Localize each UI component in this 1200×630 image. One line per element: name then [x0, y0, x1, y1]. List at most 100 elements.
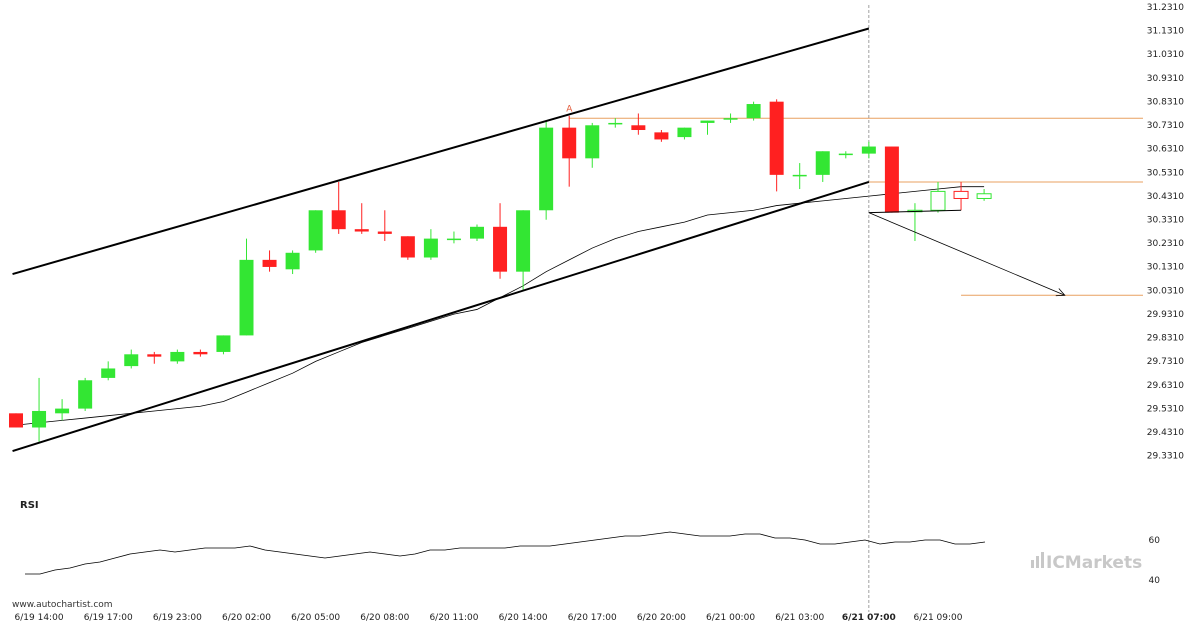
candle: [400, 236, 415, 260]
candle-body: [608, 122, 623, 125]
price-tick-label: 29.5310: [1147, 404, 1184, 414]
candle: [861, 141, 876, 159]
candle: [585, 122, 600, 168]
time-tick-label: 6/20 08:00: [360, 613, 409, 623]
channel-upper-line: [12, 27, 870, 275]
candle-body: [446, 238, 461, 241]
time-tick-label: 6/19 14:00: [15, 613, 64, 623]
candle: [907, 203, 923, 241]
candle: [446, 231, 461, 244]
rsi-label: RSI: [20, 500, 39, 511]
candle: [539, 120, 554, 220]
candle-body: [354, 229, 369, 232]
triangle-lower-line: [868, 209, 962, 214]
candle: [700, 120, 715, 135]
rsi-panel: RSI 60 40: [20, 500, 1160, 586]
candle-body: [746, 104, 761, 119]
candle: [838, 151, 853, 159]
candle-body: [400, 236, 415, 258]
candle: [608, 118, 623, 128]
candle: [239, 238, 254, 336]
candle: [170, 349, 185, 364]
candle-body: [331, 210, 346, 230]
price-tick-label: 30.8310: [1147, 97, 1184, 107]
source-watermark: www.autochartist.com: [12, 600, 113, 610]
price-tick-label: 31.2310: [1147, 3, 1184, 13]
candle-body: [953, 190, 969, 199]
price-tick-label: 30.4310: [1147, 192, 1184, 202]
candle-body: [377, 231, 392, 234]
time-tick-label: 6/21 09:00: [913, 613, 962, 623]
candle-body: [539, 127, 554, 211]
candle-body: [976, 193, 992, 199]
candle: [308, 210, 323, 253]
candle-body: [239, 259, 254, 336]
brand-bar-icon: [1031, 560, 1034, 568]
candle-body: [147, 354, 162, 357]
price-tick-label: 30.0310: [1147, 286, 1184, 296]
price-axis: 31.2310 31.1310 31.0310 30.9310 30.8310 30.73…: [1147, 3, 1184, 462]
candle: [216, 335, 231, 355]
candle-body: [562, 127, 577, 159]
candle: [976, 189, 992, 201]
candle-body: [677, 127, 692, 138]
rsi-tick-label: 60: [1149, 536, 1161, 546]
candle: [262, 250, 277, 272]
candle-body: [32, 410, 47, 428]
candle-body: [423, 238, 438, 258]
price-tick-label: 29.3310: [1147, 452, 1184, 462]
time-tick-label: 6/21 03:00: [775, 613, 824, 623]
candle-body: [493, 226, 508, 272]
time-tick-label: 6/19 17:00: [84, 613, 133, 623]
candle: [516, 210, 531, 291]
candle: [193, 349, 208, 357]
candle-body: [884, 146, 899, 213]
candle: [285, 250, 300, 275]
candle-body: [930, 190, 946, 211]
price-tick-label: 29.6310: [1147, 381, 1184, 391]
candle: [9, 413, 23, 428]
time-tick-label: 6/21 07:00: [842, 613, 896, 623]
price-tick-label: 29.4310: [1147, 428, 1184, 438]
candles: [9, 99, 992, 442]
time-tick-label: 6/20 11:00: [429, 613, 478, 623]
candle: [815, 151, 830, 182]
candle: [562, 115, 577, 187]
candle: [769, 99, 784, 192]
candle: [423, 229, 438, 260]
candle: [746, 101, 761, 121]
candle-body: [585, 125, 600, 159]
candle-body: [470, 226, 484, 239]
horizontal-levels: [569, 5, 1143, 612]
brand-bar-icon: [1036, 556, 1039, 568]
price-tick-label: 30.2310: [1147, 239, 1184, 249]
candle-body: [308, 210, 323, 251]
rsi-line: [25, 531, 986, 575]
candle: [124, 349, 139, 369]
time-tick-label: 6/19 23:00: [153, 613, 202, 623]
candle-body: [193, 351, 208, 355]
candle-body: [815, 151, 830, 175]
candle-body: [101, 368, 116, 378]
candle-body: [838, 153, 853, 156]
candle-body: [9, 413, 23, 428]
candle: [631, 113, 646, 135]
candle: [654, 130, 669, 142]
forecast-arrow-head: [1055, 288, 1066, 297]
candle: [677, 127, 692, 140]
price-tick-label: 30.7310: [1147, 121, 1184, 131]
candle: [884, 146, 899, 213]
time-tick-label: 6/21 00:00: [706, 613, 755, 623]
price-tick-label: 29.9310: [1147, 310, 1184, 320]
candle-body: [124, 354, 139, 367]
candle-body: [78, 380, 93, 409]
time-axis: 6/19 14:00 6/19 17:00 6/19 23:00 6/20 02:00…: [15, 613, 963, 623]
time-tick-label: 6/20 14:00: [499, 613, 548, 623]
candle: [354, 203, 369, 234]
candle-body: [700, 120, 715, 123]
candle: [55, 399, 70, 421]
candle: [78, 377, 93, 411]
time-tick-label: 6/20 17:00: [568, 613, 617, 623]
price-tick-label: 30.5310: [1147, 168, 1184, 178]
